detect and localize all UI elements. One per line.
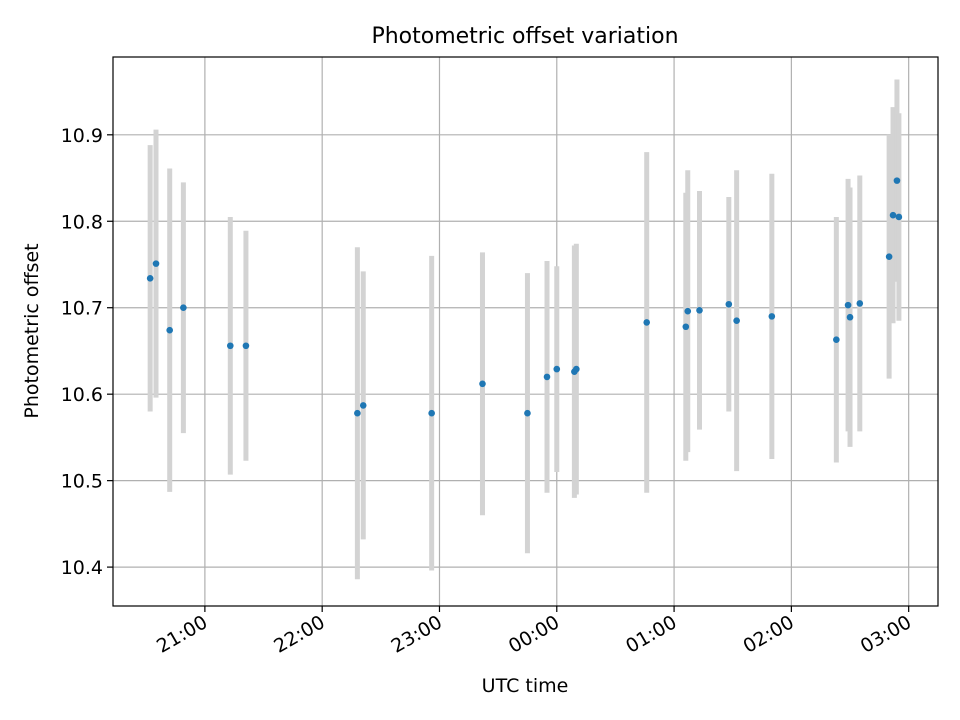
data-point [573,365,580,373]
data-point [354,409,361,417]
data-point [479,380,486,388]
data-point [893,177,901,184]
y-tick-label: 10.6 [61,384,103,406]
data-point [428,409,435,417]
data-point [733,317,740,324]
x-axis-label: UTC time [482,675,569,697]
plot-area [112,56,939,607]
data-point [166,326,173,334]
data-point [768,313,776,320]
plot-frame [112,56,939,607]
data-point [543,373,551,381]
y-tick-label: 10.4 [61,557,103,579]
data-point [682,323,690,331]
data-point [180,304,187,312]
data-point [844,301,852,309]
data-points [146,177,903,417]
y-axis: 10.4 10.5 10.6 10.7 10.8 10.9 [61,125,113,579]
grid [113,57,938,606]
data-point [146,275,154,282]
data-point [696,307,703,314]
y-tick-label: 10.8 [61,211,103,233]
y-tick-label: 10.7 [61,298,103,320]
chart-title: Photometric offset variation [371,24,678,49]
y-axis-label: Photometric offset [21,243,43,418]
data-point [226,342,234,350]
data-point [856,300,864,307]
data-point [553,365,561,373]
data-point [846,313,854,321]
data-point [895,213,903,221]
data-point [524,409,531,417]
y-tick-label: 10.5 [61,471,103,493]
data-point [885,253,893,261]
data-point [725,300,733,308]
data-point [242,342,250,350]
data-point [643,319,651,326]
data-point [359,402,367,409]
y-tick-label: 10.9 [61,125,103,147]
data-point [152,260,160,267]
data-point [833,336,840,344]
data-point [889,211,897,219]
data-point [684,307,692,315]
